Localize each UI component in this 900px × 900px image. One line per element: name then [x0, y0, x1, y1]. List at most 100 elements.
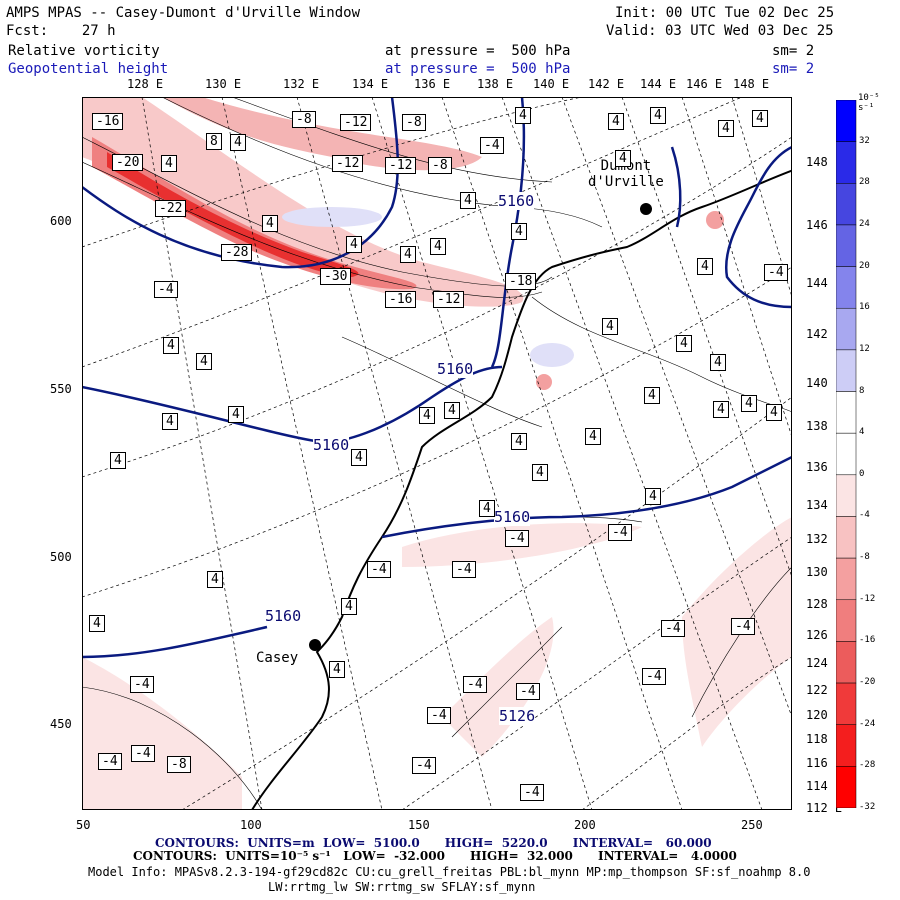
vorticity-contour-label: 4 — [515, 107, 531, 124]
right-lon-label: 134 E — [806, 498, 843, 512]
vorticity-contour-label: -12 — [385, 157, 417, 174]
vorticity-contour-label: 4 — [676, 335, 692, 352]
right-lon-label: 116 E — [806, 756, 843, 770]
vorticity-contour-label: -4 — [130, 676, 154, 693]
vorticity-contour-label: 4 — [430, 238, 446, 255]
vorticity-contour-label: -4 — [154, 281, 178, 298]
vorticity-contour-label: 4 — [228, 406, 244, 423]
vort-band-outer — [82, 97, 524, 307]
colorbar-tick-label: 4 — [859, 427, 865, 438]
x-axis-label: 150 — [408, 818, 430, 832]
height-label: 5126 — [499, 707, 536, 725]
colorbar-tick-label: -28 — [859, 760, 876, 771]
colorbar-tick-label: 20 — [859, 260, 870, 271]
vorticity-contour-label: -4 — [452, 561, 476, 578]
vorticity-contour-label: 4 — [697, 258, 713, 275]
vorticity-contour-label: -4 — [98, 753, 122, 770]
grid-line — [181, 396, 792, 810]
height-label: 5160 — [313, 436, 350, 454]
vorticity-contour-label: -30 — [320, 268, 352, 285]
colorbar-box — [836, 266, 857, 309]
vorticity-contour-label: -4 — [131, 745, 155, 762]
map-frame — [82, 97, 792, 810]
vorticity-contour-label: 4 — [650, 107, 666, 124]
grid-line — [581, 656, 792, 810]
vorticity-contour-label: 4 — [741, 395, 757, 412]
grid-line — [371, 97, 593, 810]
vorticity-contour-label: 4 — [585, 428, 601, 445]
colorbar-tick-label: 28 — [859, 177, 870, 188]
right-lon-label: 120 E — [806, 708, 843, 722]
dumont-station-marker — [640, 203, 652, 215]
vorticity-contour-label: -28 — [221, 244, 253, 261]
vorticity-contour-label: -16 — [385, 291, 417, 308]
colorbar-tick-label: -24 — [859, 718, 876, 729]
field1-level: at pressure = 500 hPa — [385, 43, 571, 59]
colorbar-tick-label: 24 — [859, 218, 870, 229]
vorticity-contour-label: 4 — [615, 150, 631, 167]
vorticity-contour-label: 4 — [419, 407, 435, 424]
valid-time: Valid: 03 UTC Wed 03 Dec 25 — [606, 23, 834, 39]
grid-line — [501, 97, 763, 810]
colorbar-box — [836, 766, 857, 808]
y-axis-label: 450 — [50, 717, 72, 731]
colorbar-box — [836, 724, 857, 767]
colorbar — [836, 100, 857, 808]
height-label: 5160 — [494, 508, 531, 526]
colorbar-tick-label: 16 — [859, 302, 870, 313]
colorbar-box — [836, 516, 857, 559]
x-axis-label: 200 — [574, 818, 596, 832]
right-lon-label: 114 E — [806, 779, 843, 793]
colorbar-box — [836, 224, 857, 267]
field2-level: at pressure = 500 hPa — [385, 61, 571, 77]
vorticity-contour-label: -12 — [433, 291, 465, 308]
vorticity-contour-label: 4 — [713, 401, 729, 418]
vort-contour — [451, 626, 563, 738]
right-lon-label: 138 E — [806, 419, 843, 433]
grid-line — [731, 97, 792, 298]
vorticity-contour-label: -4 — [642, 668, 666, 685]
lat-lon-grid — [82, 97, 792, 810]
top-lon-label: 138 E — [477, 77, 514, 91]
vort-dumont-core — [706, 211, 724, 229]
vorticity-contour-label: -4 — [520, 784, 544, 801]
right-lon-label: 112 E — [806, 801, 843, 815]
vorticity-contour-label: -16 — [92, 113, 124, 130]
top-lon-label: 134 E — [352, 77, 389, 91]
vort-north-patch — [162, 97, 482, 171]
height-contour — [381, 455, 792, 539]
top-lon-label: 128 E — [127, 77, 164, 91]
footer-contours-vorticity: CONTOURS: UNITS=10⁻⁵ s⁻¹ LOW= -32.000 HI… — [133, 849, 737, 863]
colorbar-boxes — [836, 100, 857, 808]
colorbar-box — [836, 391, 857, 434]
vort-band-core — [107, 152, 359, 277]
grid-line — [441, 97, 683, 810]
footer-contours-height: CONTOURS: UNITS=m LOW= 5100.0 HIGH= 5220… — [155, 836, 712, 850]
y-axis-label: 600 — [50, 214, 72, 228]
vorticity-contour-label: -8 — [292, 111, 316, 128]
height-contour — [670, 146, 682, 228]
vorticity-contour-label: -8 — [167, 756, 191, 773]
vorticity-contour-label: -8 — [402, 114, 426, 131]
grid-line — [561, 97, 792, 718]
right-lon-label: 122 E — [806, 683, 843, 697]
colorbar-box — [836, 100, 857, 142]
top-lon-label: 140 E — [533, 77, 570, 91]
vort-south-patch — [442, 617, 554, 757]
colorbar-tick-label: 8 — [859, 385, 865, 396]
right-lon-label: 132 E — [806, 532, 843, 546]
x-axis-label: 250 — [741, 818, 763, 832]
colorbar-box — [836, 641, 857, 684]
height-label: 5160 — [437, 360, 474, 378]
vorticity-contour-label: 4 — [400, 246, 416, 263]
right-lon-label: 148 E — [806, 155, 843, 169]
vort-contour — [82, 161, 543, 298]
vorticity-contour-label: 4 — [766, 404, 782, 421]
vorticity-contour-label: 4 — [110, 452, 126, 469]
vorticity-contour-label: -18 — [505, 273, 537, 290]
vorticity-contour-label: 4 — [602, 318, 618, 335]
y-axis-label: 550 — [50, 382, 72, 396]
vorticity-contour-label: 4 — [162, 413, 178, 430]
colorbar-tick-label: -32 — [859, 802, 876, 812]
vorticity-contour-label: -4 — [367, 561, 391, 578]
